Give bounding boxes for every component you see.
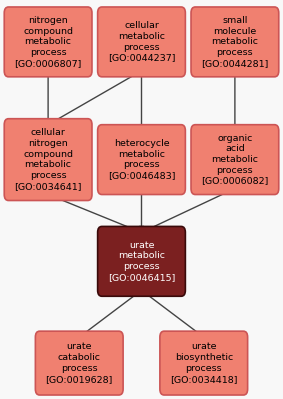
Text: nitrogen
compound
metabolic
process
[GO:0006807]: nitrogen compound metabolic process [GO:… [14, 16, 82, 68]
FancyBboxPatch shape [4, 7, 92, 77]
FancyBboxPatch shape [98, 124, 185, 195]
Text: cellular
metabolic
process
[GO:0044237]: cellular metabolic process [GO:0044237] [108, 21, 175, 63]
FancyBboxPatch shape [191, 124, 279, 195]
Text: urate
metabolic
process
[GO:0046415]: urate metabolic process [GO:0046415] [108, 241, 175, 282]
Text: urate
biosynthetic
process
[GO:0034418]: urate biosynthetic process [GO:0034418] [170, 342, 237, 384]
Text: organic
acid
metabolic
process
[GO:0006082]: organic acid metabolic process [GO:00060… [201, 134, 269, 186]
Text: small
molecule
metabolic
process
[GO:0044281]: small molecule metabolic process [GO:004… [201, 16, 269, 68]
Text: heterocycle
metabolic
process
[GO:0046483]: heterocycle metabolic process [GO:004648… [108, 139, 175, 180]
FancyBboxPatch shape [4, 119, 92, 201]
FancyBboxPatch shape [191, 7, 279, 77]
FancyBboxPatch shape [35, 331, 123, 395]
FancyBboxPatch shape [98, 227, 185, 296]
Text: urate
catabolic
process
[GO:0019628]: urate catabolic process [GO:0019628] [46, 342, 113, 384]
Text: cellular
nitrogen
compound
metabolic
process
[GO:0034641]: cellular nitrogen compound metabolic pro… [14, 128, 82, 191]
FancyBboxPatch shape [98, 7, 185, 77]
FancyBboxPatch shape [160, 331, 248, 395]
